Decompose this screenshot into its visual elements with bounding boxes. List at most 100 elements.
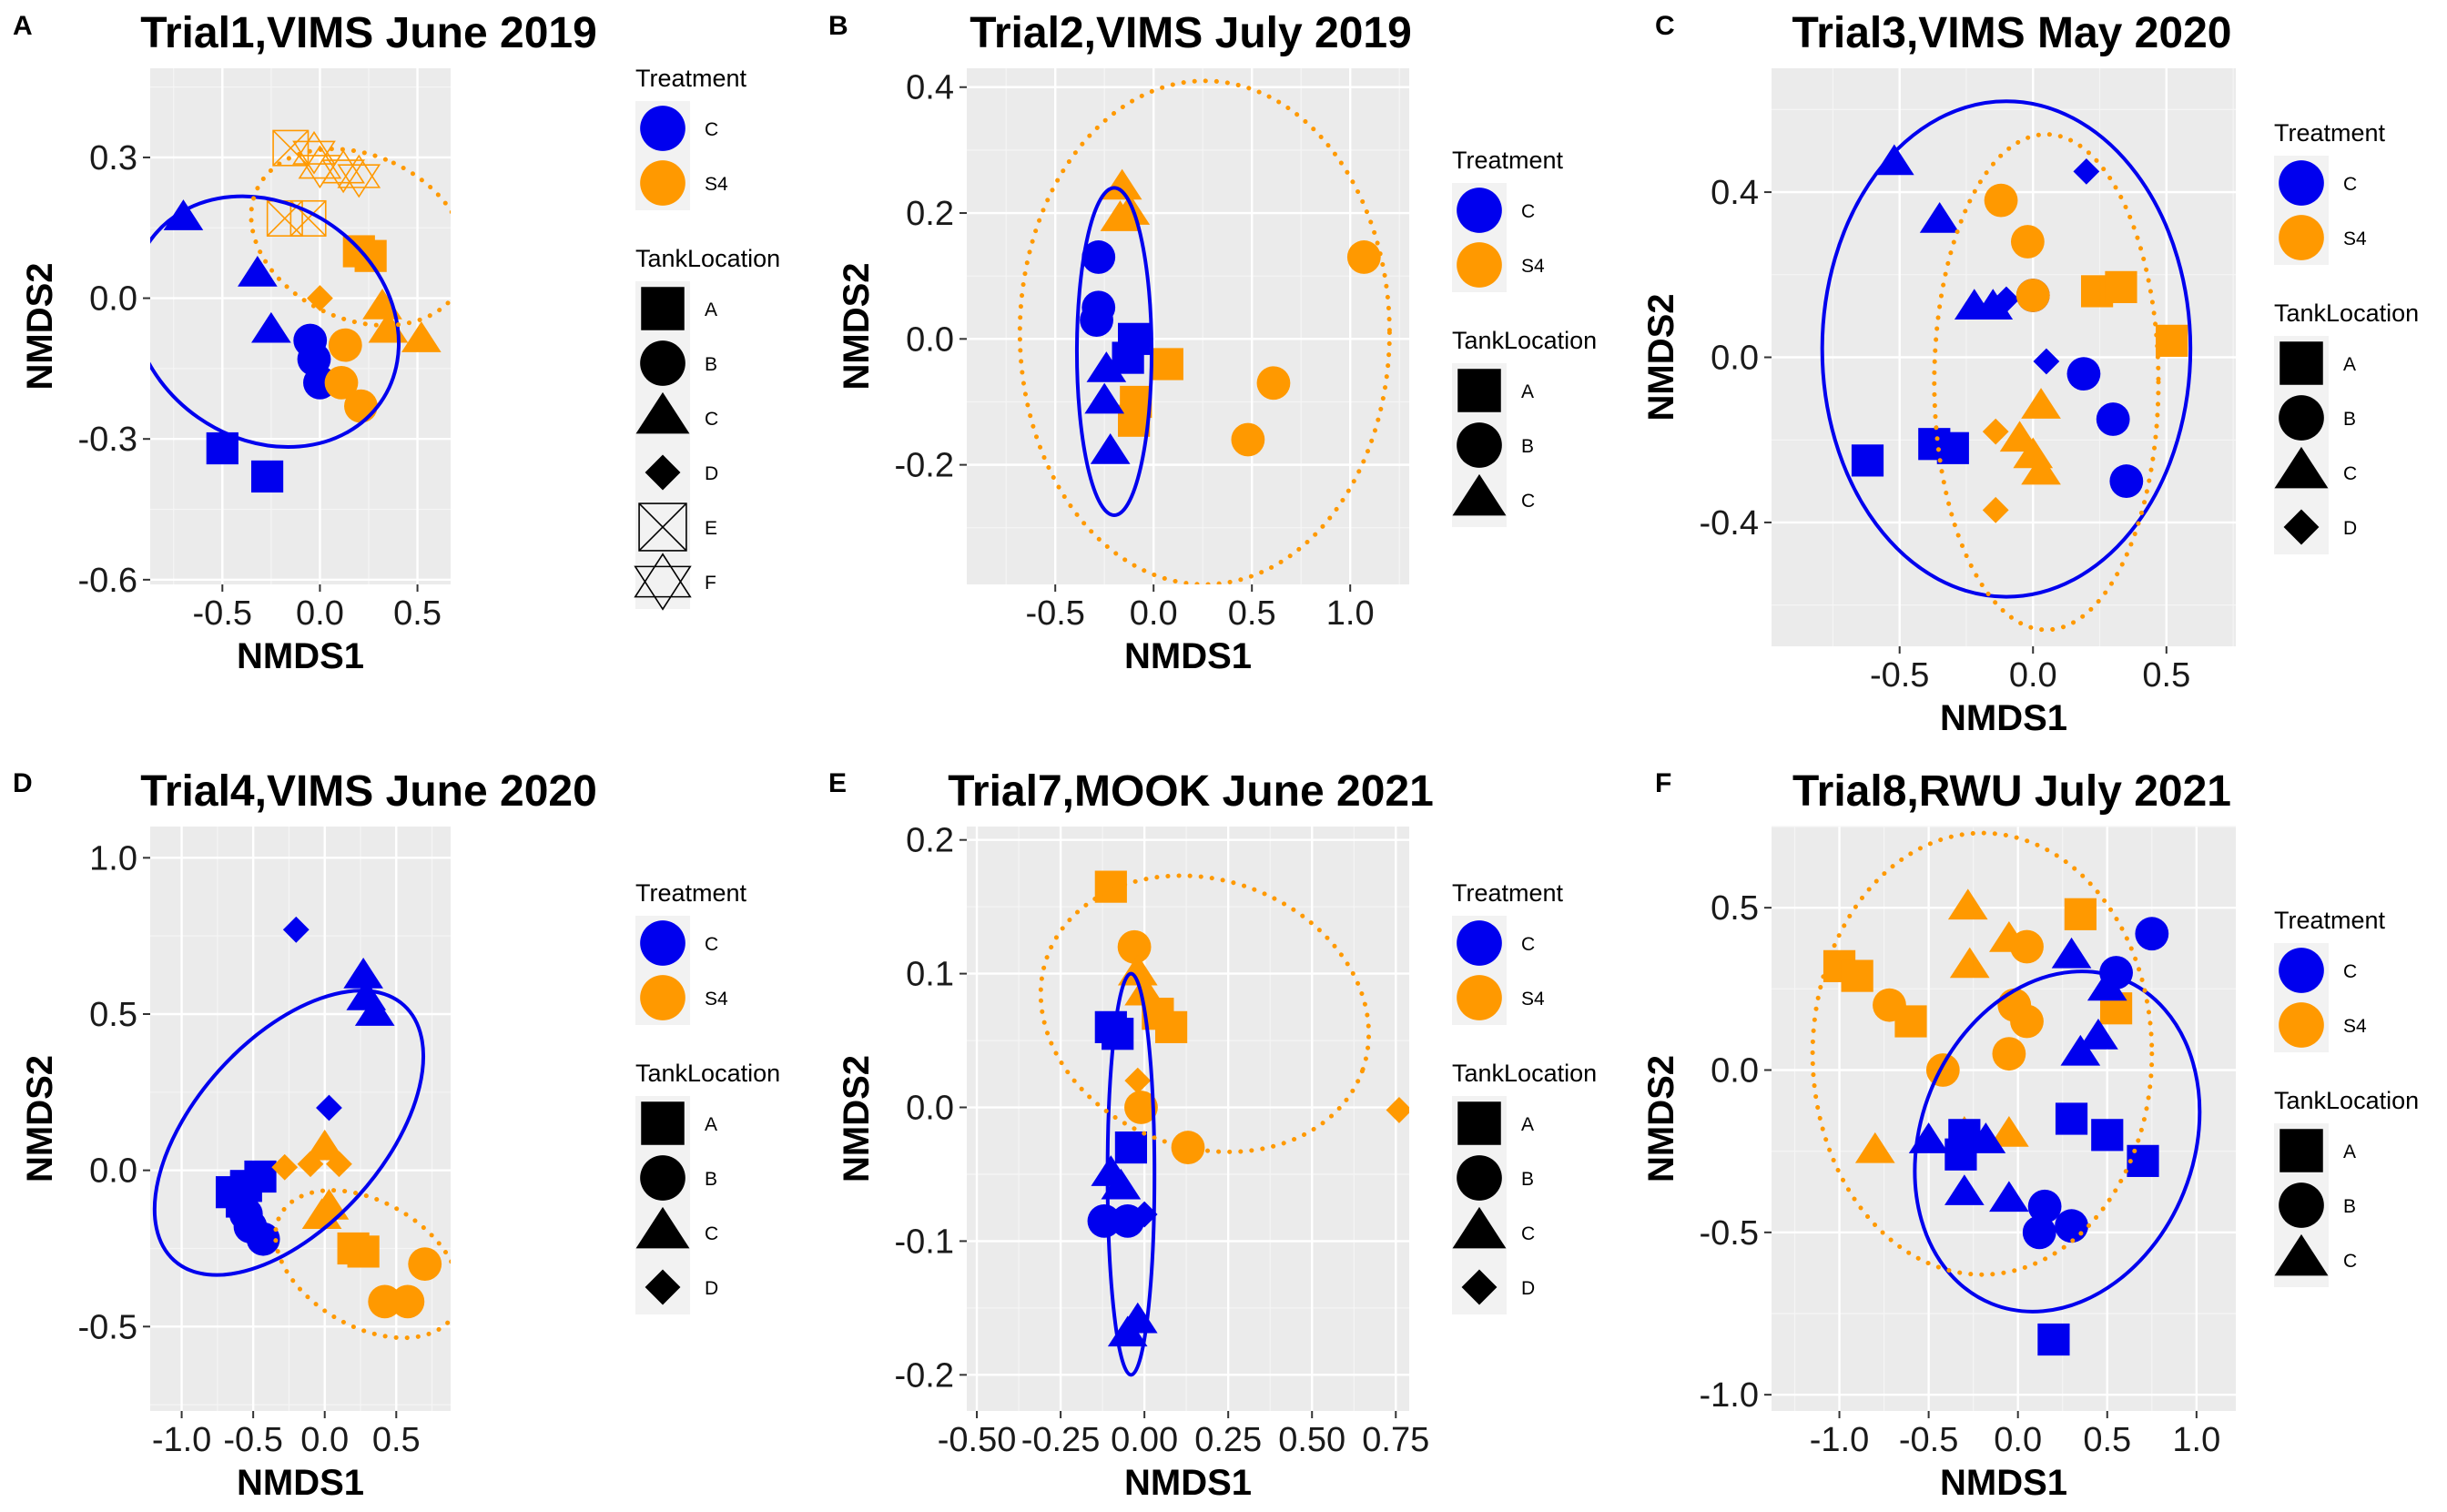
plot-background xyxy=(150,827,451,1411)
point-s4-circle xyxy=(344,389,378,423)
legend-label: F xyxy=(705,573,716,594)
point-c-triangle xyxy=(1101,1168,1142,1200)
legend-label: B xyxy=(705,354,717,375)
point-c-circle xyxy=(2022,1215,2056,1250)
legend-label: A xyxy=(705,1114,717,1135)
legend-label: C xyxy=(2343,463,2357,484)
point-c-square xyxy=(1944,1138,1977,1171)
point-s4-circle xyxy=(408,1247,442,1282)
ellipse-s4 xyxy=(249,147,451,328)
x-tick-label: 0.5 xyxy=(393,594,442,633)
x-tick-label: 0.5 xyxy=(2083,1421,2131,1459)
legend-title-location: TankLocation xyxy=(635,1060,780,1087)
point-c-triangle xyxy=(1873,144,1914,176)
x-tick-label: 0.5 xyxy=(372,1421,421,1459)
legend-key-square xyxy=(641,287,685,330)
point-s4-triangle xyxy=(2021,388,2061,419)
legend-label: C xyxy=(1521,491,1535,512)
point-s4-triangle xyxy=(1949,947,1990,979)
point-s4-circle xyxy=(1117,929,1152,964)
legend-label: C xyxy=(1521,201,1535,222)
point-c-triangle xyxy=(1973,289,2014,320)
plot-background xyxy=(967,68,1409,584)
point-s4-star xyxy=(321,149,366,194)
point-c-square xyxy=(1851,444,1884,477)
x-tick-label: -0.5 xyxy=(1025,594,1084,633)
data-layer xyxy=(152,916,451,1341)
panel-e: E Trial7,MOOK June 2021 -0.50 -0.25 0.00 0.25… xyxy=(828,767,1597,1503)
x-tick-label: 0.0 xyxy=(1130,594,1178,633)
legend-key-circle xyxy=(640,340,685,386)
point-c-diamond xyxy=(1131,1201,1158,1228)
point-s4-square xyxy=(1118,404,1151,437)
ellipse-s4 xyxy=(1017,78,1392,584)
point-s4-triangle xyxy=(362,289,402,320)
x-axis-title: NMDS1 xyxy=(1940,1463,2067,1503)
data-layer xyxy=(1820,99,2193,633)
legend-label: C xyxy=(1521,1223,1535,1244)
legend-key-circle xyxy=(640,1155,685,1201)
x-tick-label: 0.50 xyxy=(1278,1421,1345,1459)
legend-key-triangle xyxy=(2274,1233,2329,1276)
point-c-triangle xyxy=(1908,1122,1949,1153)
legend-title-treatment: Treatment xyxy=(1452,879,1564,907)
data-layer xyxy=(1017,78,1392,584)
legend-key-diamond xyxy=(645,454,681,491)
point-s4-circle xyxy=(391,1284,425,1319)
x-tick-label: 0.0 xyxy=(1994,1421,2042,1459)
legend-label: S4 xyxy=(1521,989,1545,1010)
point-c-diamond xyxy=(1993,286,2020,313)
legend-label: A xyxy=(1521,381,1534,402)
y-tick-label: -0.4 xyxy=(1700,504,1759,543)
point-c-triangle xyxy=(1944,1174,1985,1205)
legend: Treatment C S4 TankLocation A B C D xyxy=(2274,119,2419,554)
point-s4-star xyxy=(292,130,336,175)
legend-label: D xyxy=(705,1278,718,1299)
point-s4-diamond xyxy=(326,1151,352,1178)
point-s4-triangle xyxy=(401,321,442,352)
panel-a: A Trial1,VIMS June 2019 -0.5 0.0 0.5 -0.6 -0.3… xyxy=(13,9,780,676)
x-axis-title: NMDS1 xyxy=(1124,1463,1252,1503)
legend-label: B xyxy=(2343,1196,2356,1217)
point-s4-square xyxy=(1841,959,1873,992)
point-c-square xyxy=(1936,431,1969,464)
ellipse-c xyxy=(1820,99,2193,599)
legend-key-s4 xyxy=(2279,215,2324,260)
panel-d: D Trial4,VIMS June 2020 -1.0 -0.5 0.0 0.5 -0.5… xyxy=(13,767,780,1503)
x-tick-label: -1.0 xyxy=(152,1421,211,1459)
legend-title-treatment: Treatment xyxy=(2274,907,2386,934)
legend-label: C xyxy=(705,934,718,955)
point-c-circle xyxy=(2066,357,2101,391)
legend-label: S4 xyxy=(1521,256,1545,277)
legend-label: C xyxy=(1521,934,1535,955)
point-s4-circle xyxy=(1256,366,1291,401)
point-s4-triangle xyxy=(1102,168,1142,200)
legend-label: C xyxy=(2343,1251,2357,1272)
y-tick-label: 0.0 xyxy=(906,1090,954,1128)
x-tick-label: 0.75 xyxy=(1362,1421,1429,1459)
legend-label: A xyxy=(2343,1142,2356,1162)
legend-key-s4 xyxy=(1457,242,1502,288)
legend-title-treatment: Treatment xyxy=(1452,147,1564,174)
y-tick-label: 0.0 xyxy=(89,1152,137,1191)
legend-label: S4 xyxy=(2343,1016,2367,1037)
legend-label: S4 xyxy=(705,989,728,1010)
point-c-circle xyxy=(2096,402,2130,436)
point-c-triangle xyxy=(1919,202,1960,233)
point-s4-triangle xyxy=(1100,200,1141,231)
legend-key-circle xyxy=(1457,422,1502,468)
y-tick-label: 1.0 xyxy=(89,839,137,878)
panel-letter: E xyxy=(828,768,847,798)
point-c-diamond xyxy=(282,916,310,943)
legend-key-s4 xyxy=(640,975,685,1020)
y-tick-label: 0.0 xyxy=(906,320,954,359)
y-tick-label: 0.5 xyxy=(1711,889,1759,928)
plot-background xyxy=(967,827,1409,1411)
ellipse-c xyxy=(1913,969,2202,1314)
x-axis-title: NMDS1 xyxy=(1124,636,1252,676)
point-s4-circle xyxy=(1992,1037,2026,1071)
x-tick-label: 0.0 xyxy=(300,1421,349,1459)
y-tick-label: 0.4 xyxy=(1711,174,1759,212)
legend-key-triangle xyxy=(635,391,690,434)
